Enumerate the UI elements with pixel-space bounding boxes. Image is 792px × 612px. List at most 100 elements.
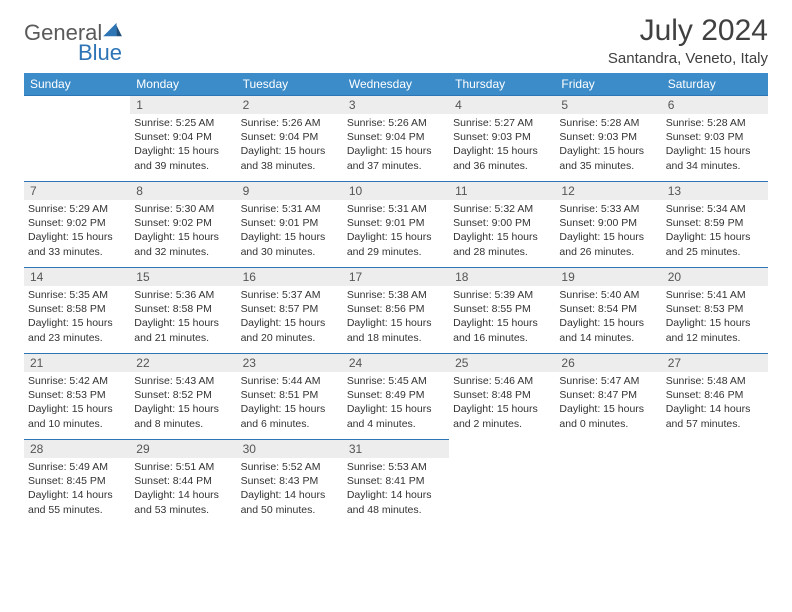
day-header-saturday: Saturday bbox=[662, 73, 768, 96]
day-info: Sunrise: 5:44 AMSunset: 8:51 PMDaylight:… bbox=[237, 372, 343, 435]
day-header-friday: Friday bbox=[555, 73, 661, 96]
day-cell: 6Sunrise: 5:28 AMSunset: 9:03 PMDaylight… bbox=[662, 96, 768, 182]
day-number: 8 bbox=[130, 182, 236, 200]
empty-cell bbox=[662, 440, 768, 526]
empty-cell bbox=[449, 440, 555, 526]
logo-text-blue: Blue bbox=[78, 40, 123, 66]
day-info: Sunrise: 5:39 AMSunset: 8:55 PMDaylight:… bbox=[449, 286, 555, 349]
day-cell: 5Sunrise: 5:28 AMSunset: 9:03 PMDaylight… bbox=[555, 96, 661, 182]
day-info: Sunrise: 5:36 AMSunset: 8:58 PMDaylight:… bbox=[130, 286, 236, 349]
day-info: Sunrise: 5:48 AMSunset: 8:46 PMDaylight:… bbox=[662, 372, 768, 435]
day-info: Sunrise: 5:33 AMSunset: 9:00 PMDaylight:… bbox=[555, 200, 661, 263]
day-cell: 28Sunrise: 5:49 AMSunset: 8:45 PMDayligh… bbox=[24, 440, 130, 526]
day-number: 12 bbox=[555, 182, 661, 200]
day-cell: 11Sunrise: 5:32 AMSunset: 9:00 PMDayligh… bbox=[449, 182, 555, 268]
logo: GeneralBlue bbox=[24, 20, 123, 66]
day-cell: 18Sunrise: 5:39 AMSunset: 8:55 PMDayligh… bbox=[449, 268, 555, 354]
day-number: 27 bbox=[662, 354, 768, 372]
day-cell: 12Sunrise: 5:33 AMSunset: 9:00 PMDayligh… bbox=[555, 182, 661, 268]
day-number: 17 bbox=[343, 268, 449, 286]
day-number: 25 bbox=[449, 354, 555, 372]
day-number: 30 bbox=[237, 440, 343, 458]
day-header-row: SundayMondayTuesdayWednesdayThursdayFrid… bbox=[24, 73, 768, 96]
day-cell: 8Sunrise: 5:30 AMSunset: 9:02 PMDaylight… bbox=[130, 182, 236, 268]
day-number: 15 bbox=[130, 268, 236, 286]
day-info: Sunrise: 5:31 AMSunset: 9:01 PMDaylight:… bbox=[343, 200, 449, 263]
day-info: Sunrise: 5:45 AMSunset: 8:49 PMDaylight:… bbox=[343, 372, 449, 435]
day-number: 5 bbox=[555, 96, 661, 114]
day-cell: 15Sunrise: 5:36 AMSunset: 8:58 PMDayligh… bbox=[130, 268, 236, 354]
day-cell: 22Sunrise: 5:43 AMSunset: 8:52 PMDayligh… bbox=[130, 354, 236, 440]
day-cell: 10Sunrise: 5:31 AMSunset: 9:01 PMDayligh… bbox=[343, 182, 449, 268]
day-cell: 14Sunrise: 5:35 AMSunset: 8:58 PMDayligh… bbox=[24, 268, 130, 354]
week-row: 7Sunrise: 5:29 AMSunset: 9:02 PMDaylight… bbox=[24, 182, 768, 268]
day-cell: 26Sunrise: 5:47 AMSunset: 8:47 PMDayligh… bbox=[555, 354, 661, 440]
day-number: 28 bbox=[24, 440, 130, 458]
day-number: 4 bbox=[449, 96, 555, 114]
day-number: 26 bbox=[555, 354, 661, 372]
day-number: 2 bbox=[237, 96, 343, 114]
day-number: 23 bbox=[237, 354, 343, 372]
day-info: Sunrise: 5:38 AMSunset: 8:56 PMDaylight:… bbox=[343, 286, 449, 349]
day-cell: 30Sunrise: 5:52 AMSunset: 8:43 PMDayligh… bbox=[237, 440, 343, 526]
day-cell: 21Sunrise: 5:42 AMSunset: 8:53 PMDayligh… bbox=[24, 354, 130, 440]
day-info: Sunrise: 5:53 AMSunset: 8:41 PMDaylight:… bbox=[343, 458, 449, 521]
month-title: July 2024 bbox=[608, 14, 768, 48]
day-number: 31 bbox=[343, 440, 449, 458]
calendar-table: SundayMondayTuesdayWednesdayThursdayFrid… bbox=[24, 73, 768, 526]
day-cell: 16Sunrise: 5:37 AMSunset: 8:57 PMDayligh… bbox=[237, 268, 343, 354]
day-info: Sunrise: 5:26 AMSunset: 9:04 PMDaylight:… bbox=[237, 114, 343, 177]
day-info: Sunrise: 5:25 AMSunset: 9:04 PMDaylight:… bbox=[130, 114, 236, 177]
day-header-sunday: Sunday bbox=[24, 73, 130, 96]
day-cell: 1Sunrise: 5:25 AMSunset: 9:04 PMDaylight… bbox=[130, 96, 236, 182]
day-info: Sunrise: 5:51 AMSunset: 8:44 PMDaylight:… bbox=[130, 458, 236, 521]
day-number: 14 bbox=[24, 268, 130, 286]
empty-cell bbox=[555, 440, 661, 526]
day-cell: 9Sunrise: 5:31 AMSunset: 9:01 PMDaylight… bbox=[237, 182, 343, 268]
day-header-tuesday: Tuesday bbox=[237, 73, 343, 96]
day-number: 24 bbox=[343, 354, 449, 372]
day-number: 9 bbox=[237, 182, 343, 200]
week-row: 14Sunrise: 5:35 AMSunset: 8:58 PMDayligh… bbox=[24, 268, 768, 354]
day-number: 22 bbox=[130, 354, 236, 372]
day-number: 3 bbox=[343, 96, 449, 114]
day-info: Sunrise: 5:40 AMSunset: 8:54 PMDaylight:… bbox=[555, 286, 661, 349]
day-info: Sunrise: 5:43 AMSunset: 8:52 PMDaylight:… bbox=[130, 372, 236, 435]
day-number: 16 bbox=[237, 268, 343, 286]
day-info: Sunrise: 5:26 AMSunset: 9:04 PMDaylight:… bbox=[343, 114, 449, 177]
day-number: 1 bbox=[130, 96, 236, 114]
header: GeneralBlue July 2024 Santandra, Veneto,… bbox=[24, 14, 768, 67]
day-number: 13 bbox=[662, 182, 768, 200]
day-info: Sunrise: 5:49 AMSunset: 8:45 PMDaylight:… bbox=[24, 458, 130, 521]
day-info: Sunrise: 5:32 AMSunset: 9:00 PMDaylight:… bbox=[449, 200, 555, 263]
day-info: Sunrise: 5:28 AMSunset: 9:03 PMDaylight:… bbox=[662, 114, 768, 177]
day-info: Sunrise: 5:47 AMSunset: 8:47 PMDaylight:… bbox=[555, 372, 661, 435]
day-number: 18 bbox=[449, 268, 555, 286]
day-cell: 13Sunrise: 5:34 AMSunset: 8:59 PMDayligh… bbox=[662, 182, 768, 268]
day-header-wednesday: Wednesday bbox=[343, 73, 449, 96]
day-cell: 29Sunrise: 5:51 AMSunset: 8:44 PMDayligh… bbox=[130, 440, 236, 526]
day-number: 6 bbox=[662, 96, 768, 114]
day-number: 19 bbox=[555, 268, 661, 286]
week-row: 28Sunrise: 5:49 AMSunset: 8:45 PMDayligh… bbox=[24, 440, 768, 526]
day-cell: 27Sunrise: 5:48 AMSunset: 8:46 PMDayligh… bbox=[662, 354, 768, 440]
week-row: 1Sunrise: 5:25 AMSunset: 9:04 PMDaylight… bbox=[24, 96, 768, 182]
empty-cell bbox=[24, 96, 130, 182]
day-info: Sunrise: 5:35 AMSunset: 8:58 PMDaylight:… bbox=[24, 286, 130, 349]
day-cell: 17Sunrise: 5:38 AMSunset: 8:56 PMDayligh… bbox=[343, 268, 449, 354]
week-row: 21Sunrise: 5:42 AMSunset: 8:53 PMDayligh… bbox=[24, 354, 768, 440]
location: Santandra, Veneto, Italy bbox=[608, 50, 768, 67]
day-info: Sunrise: 5:52 AMSunset: 8:43 PMDaylight:… bbox=[237, 458, 343, 521]
day-cell: 20Sunrise: 5:41 AMSunset: 8:53 PMDayligh… bbox=[662, 268, 768, 354]
day-number: 11 bbox=[449, 182, 555, 200]
day-info: Sunrise: 5:30 AMSunset: 9:02 PMDaylight:… bbox=[130, 200, 236, 263]
day-cell: 7Sunrise: 5:29 AMSunset: 9:02 PMDaylight… bbox=[24, 182, 130, 268]
day-number: 10 bbox=[343, 182, 449, 200]
day-info: Sunrise: 5:28 AMSunset: 9:03 PMDaylight:… bbox=[555, 114, 661, 177]
day-cell: 3Sunrise: 5:26 AMSunset: 9:04 PMDaylight… bbox=[343, 96, 449, 182]
day-number: 29 bbox=[130, 440, 236, 458]
day-cell: 2Sunrise: 5:26 AMSunset: 9:04 PMDaylight… bbox=[237, 96, 343, 182]
day-info: Sunrise: 5:37 AMSunset: 8:57 PMDaylight:… bbox=[237, 286, 343, 349]
day-info: Sunrise: 5:41 AMSunset: 8:53 PMDaylight:… bbox=[662, 286, 768, 349]
day-info: Sunrise: 5:29 AMSunset: 9:02 PMDaylight:… bbox=[24, 200, 130, 263]
